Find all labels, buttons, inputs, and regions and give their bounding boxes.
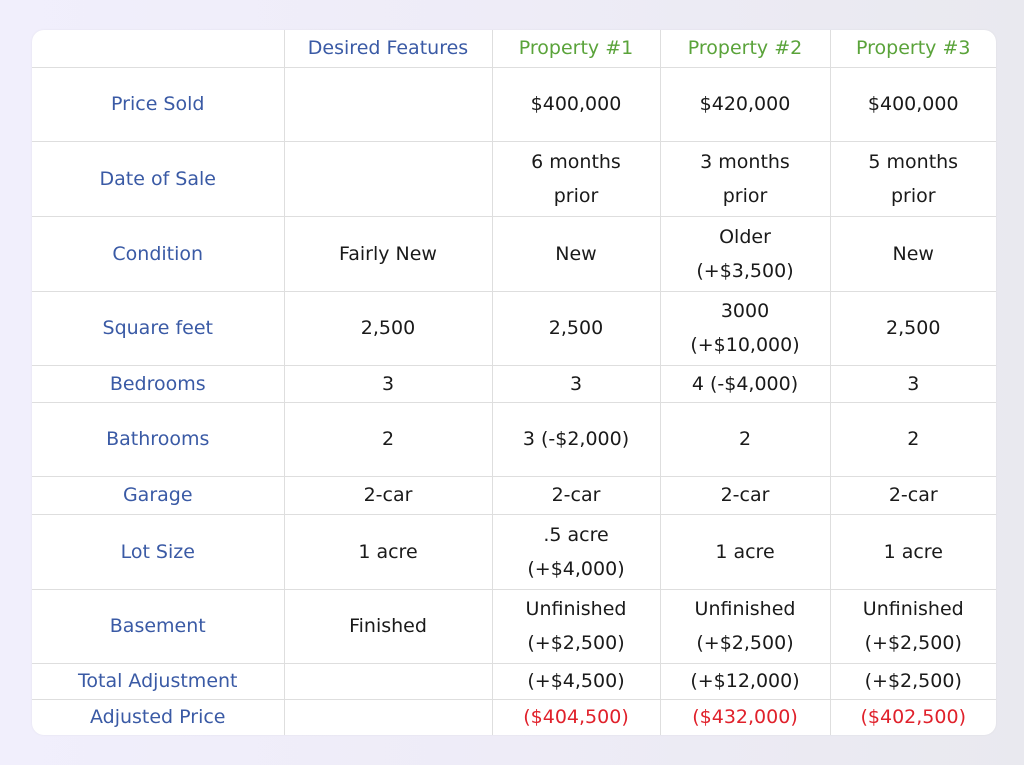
table-row-total-adjustment: Total Adjustment (+$4,500) (+$12,000) (+…: [32, 662, 996, 700]
desired-cell: [283, 698, 493, 735]
header-blank: [32, 30, 285, 68]
table-row-basement: Basement Finished Unfinished (+$2,500) Un…: [32, 588, 996, 664]
row-label: Square feet: [32, 290, 285, 366]
property-1-adjusted-price: ($404,500): [491, 698, 661, 735]
property-2-cell: 2: [659, 401, 831, 477]
property-1-cell: 6 months prior: [491, 140, 661, 217]
property-2-cell: 1 acre: [659, 513, 831, 590]
row-label: Lot Size: [32, 513, 285, 590]
property-2-cell: Unfinished (+$2,500): [659, 588, 831, 664]
desired-cell: [283, 662, 493, 700]
property-1-cell: 3: [491, 364, 661, 403]
property-comparison-table: Desired Features Property #1 Property #2…: [32, 30, 996, 735]
table-row-square-feet: Square feet 2,500 2,500 3000 (+$10,000) 2…: [32, 290, 996, 366]
row-label: Price Sold: [32, 67, 285, 142]
property-3-cell: 2: [829, 401, 996, 477]
property-2-cell: (+$12,000): [659, 662, 831, 700]
desired-cell: Finished: [283, 588, 493, 664]
header-row: Desired Features Property #1 Property #2…: [32, 30, 996, 68]
property-3-cell: (+$2,500): [829, 662, 996, 700]
row-label: Date of Sale: [32, 140, 285, 217]
property-1-cell: $400,000: [491, 67, 661, 142]
header-desired-features: Desired Features: [283, 30, 493, 68]
property-1-cell: 3 (-$2,000): [491, 401, 661, 477]
table-row-date-of-sale: Date of Sale 6 months prior 3 months prior…: [32, 140, 996, 217]
property-2-cell: Older (+$3,500): [659, 215, 831, 292]
row-label: Total Adjustment: [32, 662, 285, 700]
property-3-cell: 3: [829, 364, 996, 403]
property-3-cell: $400,000: [829, 67, 996, 142]
property-3-cell: 1 acre: [829, 513, 996, 590]
desired-cell: 2,500: [283, 290, 493, 366]
property-1-cell: New: [491, 215, 661, 292]
desired-cell: 3: [283, 364, 493, 403]
row-label: Bathrooms: [32, 401, 285, 477]
property-3-cell: 2-car: [829, 475, 996, 515]
property-3-cell: 5 months prior: [829, 140, 996, 217]
row-label: Basement: [32, 588, 285, 664]
property-1-cell: 2-car: [491, 475, 661, 515]
desired-cell: 1 acre: [283, 513, 493, 590]
row-label: Condition: [32, 215, 285, 292]
row-label: Bedrooms: [32, 364, 285, 403]
row-label: Adjusted Price: [32, 698, 285, 735]
comparison-card: Desired Features Property #1 Property #2…: [32, 30, 996, 735]
property-3-adjusted-price: ($402,500): [829, 698, 996, 735]
row-label: Garage: [32, 475, 285, 515]
property-2-cell: $420,000: [659, 67, 831, 142]
table-row-bedrooms: Bedrooms 3 3 4 (-$4,000) 3: [32, 364, 996, 403]
property-1-cell: .5 acre (+$4,000): [491, 513, 661, 590]
property-2-cell: 2-car: [659, 475, 831, 515]
property-3-cell: New: [829, 215, 996, 292]
header-property-3: Property #3: [829, 30, 996, 68]
property-3-cell: Unfinished (+$2,500): [829, 588, 996, 664]
property-1-cell: Unfinished (+$2,500): [491, 588, 661, 664]
property-1-cell: (+$4,500): [491, 662, 661, 700]
table-row-adjusted-price: Adjusted Price ($404,500) ($432,000) ($4…: [32, 698, 996, 735]
property-2-cell: 3000 (+$10,000): [659, 290, 831, 366]
desired-cell: [283, 140, 493, 217]
desired-cell: [283, 67, 493, 142]
table-row-bathrooms: Bathrooms 2 3 (-$2,000) 2 2: [32, 401, 996, 477]
property-1-cell: 2,500: [491, 290, 661, 366]
property-2-adjusted-price: ($432,000): [659, 698, 831, 735]
desired-cell: 2: [283, 401, 493, 477]
table-row-lot-size: Lot Size 1 acre .5 acre (+$4,000) 1 acre …: [32, 513, 996, 590]
desired-cell: Fairly New: [283, 215, 493, 292]
table-row-condition: Condition Fairly New New Older (+$3,500) …: [32, 215, 996, 292]
property-2-cell: 4 (-$4,000): [659, 364, 831, 403]
table-row-garage: Garage 2-car 2-car 2-car 2-car: [32, 475, 996, 515]
header-property-2: Property #2: [659, 30, 831, 68]
desired-cell: 2-car: [283, 475, 493, 515]
table-row-price-sold: Price Sold $400,000 $420,000 $400,000: [32, 67, 996, 142]
property-3-cell: 2,500: [829, 290, 996, 366]
property-2-cell: 3 months prior: [659, 140, 831, 217]
header-property-1: Property #1: [491, 30, 661, 68]
